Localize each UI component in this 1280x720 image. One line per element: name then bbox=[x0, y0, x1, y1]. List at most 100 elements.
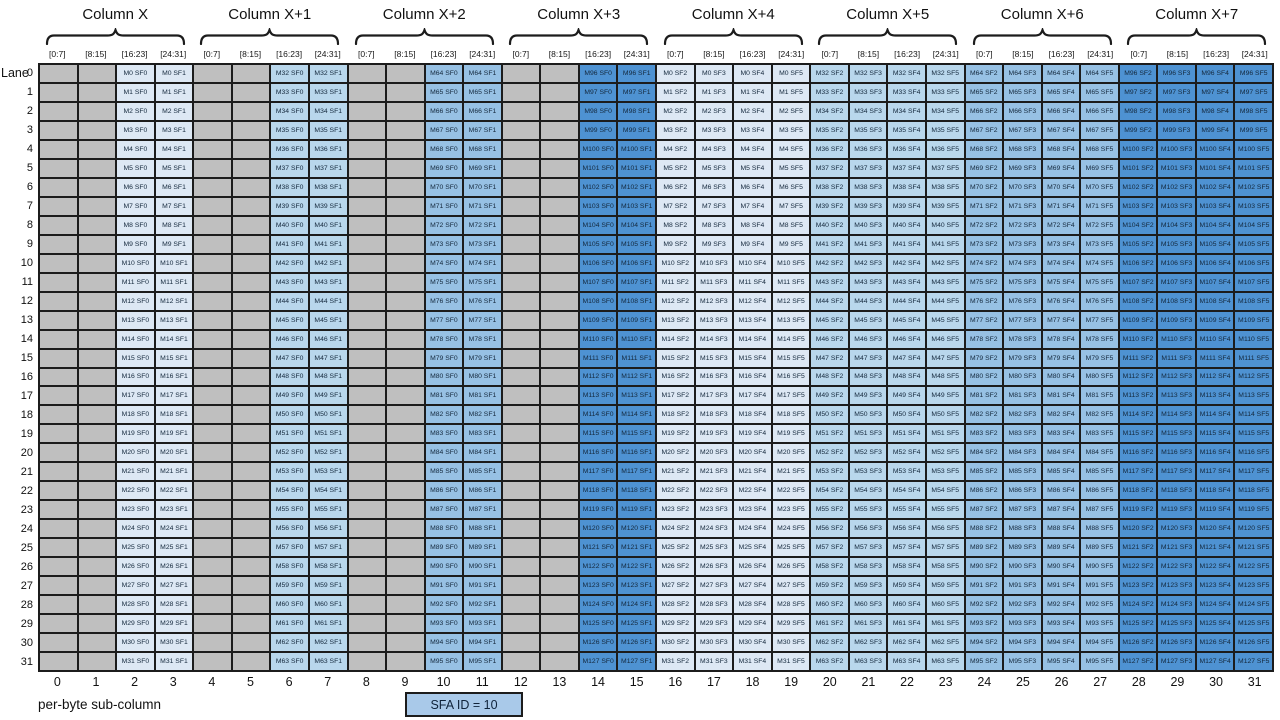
grid-cell: M48 SF0 bbox=[271, 368, 308, 386]
column-group-brace bbox=[199, 28, 340, 45]
sub-column-number: 3 bbox=[169, 675, 177, 689]
grid-cell: M124 SF2 bbox=[1119, 596, 1157, 614]
grid-cell-empty bbox=[40, 197, 77, 215]
grid-cell: M78 SF0 bbox=[425, 330, 463, 348]
grid-cell: M96 SF0 bbox=[579, 65, 617, 82]
grid-cell: M69 SF5 bbox=[1081, 159, 1118, 177]
grid-cell: M95 SF3 bbox=[1004, 653, 1041, 670]
grid-cell: M110 SF3 bbox=[1158, 330, 1195, 348]
grid-cell: M61 SF2 bbox=[811, 615, 848, 633]
grid-cell: M104 SF1 bbox=[618, 216, 655, 234]
byte-range-label: [8:15] bbox=[548, 48, 571, 59]
grid-cell-empty bbox=[348, 368, 386, 386]
grid-cell: M120 SF2 bbox=[1119, 520, 1157, 538]
grid-cell: M127 SF1 bbox=[618, 653, 655, 670]
grid-cell: M80 SF2 bbox=[965, 368, 1003, 386]
grid-cell: M120 SF5 bbox=[1235, 520, 1272, 538]
grid-cell-empty bbox=[387, 65, 424, 82]
brace-icon bbox=[818, 28, 958, 45]
sub-column-number: 12 bbox=[513, 675, 528, 689]
grid-cell: M96 SF4 bbox=[1196, 65, 1234, 82]
grid-cell: M89 SF0 bbox=[425, 539, 463, 557]
grid-cell-empty bbox=[541, 197, 578, 215]
grid-cell-empty bbox=[194, 368, 231, 386]
grid-cell-empty bbox=[348, 349, 386, 367]
grid-cell: M48 SF2 bbox=[811, 368, 848, 386]
grid-cell-empty bbox=[541, 216, 578, 234]
sub-column-number: 2 bbox=[131, 675, 139, 689]
grid-cell: M12 SF5 bbox=[772, 292, 810, 310]
grid-cell-empty bbox=[40, 254, 77, 272]
grid-cell: M122 SF0 bbox=[579, 558, 617, 576]
grid-cell: M119 SF0 bbox=[579, 501, 617, 519]
grid-cell-empty bbox=[232, 596, 270, 614]
grid-cell: M94 SF3 bbox=[1004, 634, 1041, 652]
grid-cell: M118 SF2 bbox=[1119, 482, 1157, 500]
grid-cell: M90 SF1 bbox=[464, 558, 501, 576]
byte-range-label: [0:7] bbox=[821, 48, 839, 59]
grid-cell: M25 SF5 bbox=[772, 539, 810, 557]
grid-cell: M10 SF4 bbox=[734, 254, 771, 272]
grid-cell: M53 SF0 bbox=[271, 463, 308, 481]
grid-cell: M22 SF5 bbox=[772, 482, 810, 500]
grid-cell: M70 SF2 bbox=[965, 178, 1003, 196]
grid-cell-empty bbox=[348, 444, 386, 462]
grid-cell-empty bbox=[387, 387, 424, 405]
grid-cell-empty bbox=[387, 102, 424, 120]
grid-cell: M116 SF3 bbox=[1158, 444, 1195, 462]
grid-cell-empty bbox=[232, 444, 270, 462]
lane-axis-label: Lane bbox=[1, 66, 29, 80]
grid-cell: M81 SF0 bbox=[425, 387, 463, 405]
grid-cell: M102 SF1 bbox=[618, 178, 655, 196]
grid-cell: M30 SF2 bbox=[657, 634, 694, 652]
grid-cell-empty bbox=[40, 140, 77, 158]
grid-cell: M38 SF0 bbox=[271, 178, 308, 196]
grid-cell: M104 SF4 bbox=[1196, 216, 1234, 234]
column-group-header: Column X+7 [0:7] [8:15] [16:23] [24:31] bbox=[1120, 0, 1275, 62]
grid-cell: M42 SF5 bbox=[926, 254, 964, 272]
grid-cell-empty bbox=[502, 520, 540, 538]
grid-cell: M10 SF0 bbox=[117, 254, 154, 272]
grid-cell: M64 SF3 bbox=[1004, 65, 1041, 82]
grid-cell: M27 SF0 bbox=[117, 577, 154, 595]
grid-cell-empty bbox=[232, 254, 270, 272]
grid-cell: M78 SF3 bbox=[1004, 330, 1041, 348]
grid-cell: M15 SF5 bbox=[772, 349, 810, 367]
grid-cell: M25 SF4 bbox=[734, 539, 771, 557]
grid-cell: M102 SF3 bbox=[1158, 178, 1195, 196]
grid-cell-empty bbox=[387, 330, 424, 348]
byte-range-label: [0:7] bbox=[667, 48, 684, 59]
grid-cell: M75 SF0 bbox=[425, 273, 463, 291]
column-header-label: Column X+6 bbox=[1000, 5, 1084, 23]
column-group-header: Column X+1 [0:7] [8:15] [16:23] [24:31] bbox=[193, 0, 348, 62]
grid-cell: M56 SF0 bbox=[271, 520, 308, 538]
lane-number: 20 bbox=[20, 447, 33, 460]
grid-cell-empty bbox=[502, 83, 540, 101]
sub-column-number: 20 bbox=[822, 675, 837, 689]
lane-number: 31 bbox=[20, 656, 33, 669]
grid-cell: M50 SF1 bbox=[309, 406, 347, 424]
grid-cell: M100 SF2 bbox=[1119, 140, 1157, 158]
grid-cell: M121 SF0 bbox=[579, 539, 617, 557]
grid-cell: M48 SF3 bbox=[849, 368, 887, 386]
grid-cell: M79 SF2 bbox=[965, 349, 1003, 367]
grid-cell: M9 SF4 bbox=[734, 235, 771, 253]
grid-cell-empty bbox=[348, 311, 386, 329]
grid-cell: M48 SF1 bbox=[309, 368, 347, 386]
grid-cell: M73 SF3 bbox=[1004, 235, 1041, 253]
grid-cell: M9 SF2 bbox=[657, 235, 694, 253]
grid-cell: M37 SF0 bbox=[271, 159, 308, 177]
byte-range-label: [24:31] bbox=[623, 48, 650, 59]
grid-cell: M45 SF0 bbox=[271, 311, 308, 329]
grid-cell: M91 SF1 bbox=[464, 577, 501, 595]
grid-cell: M30 SF4 bbox=[734, 634, 771, 652]
grid-cell: M60 SF2 bbox=[811, 596, 848, 614]
grid-cell: M62 SF2 bbox=[811, 634, 848, 652]
grid-cell: M52 SF1 bbox=[309, 444, 347, 462]
brace-icon bbox=[663, 28, 803, 45]
grid-cell: M65 SF2 bbox=[965, 83, 1003, 101]
grid-cell: M103 SF5 bbox=[1235, 197, 1272, 215]
sub-column-number: 5 bbox=[246, 675, 254, 689]
grid-cell: M88 SF0 bbox=[425, 520, 463, 538]
